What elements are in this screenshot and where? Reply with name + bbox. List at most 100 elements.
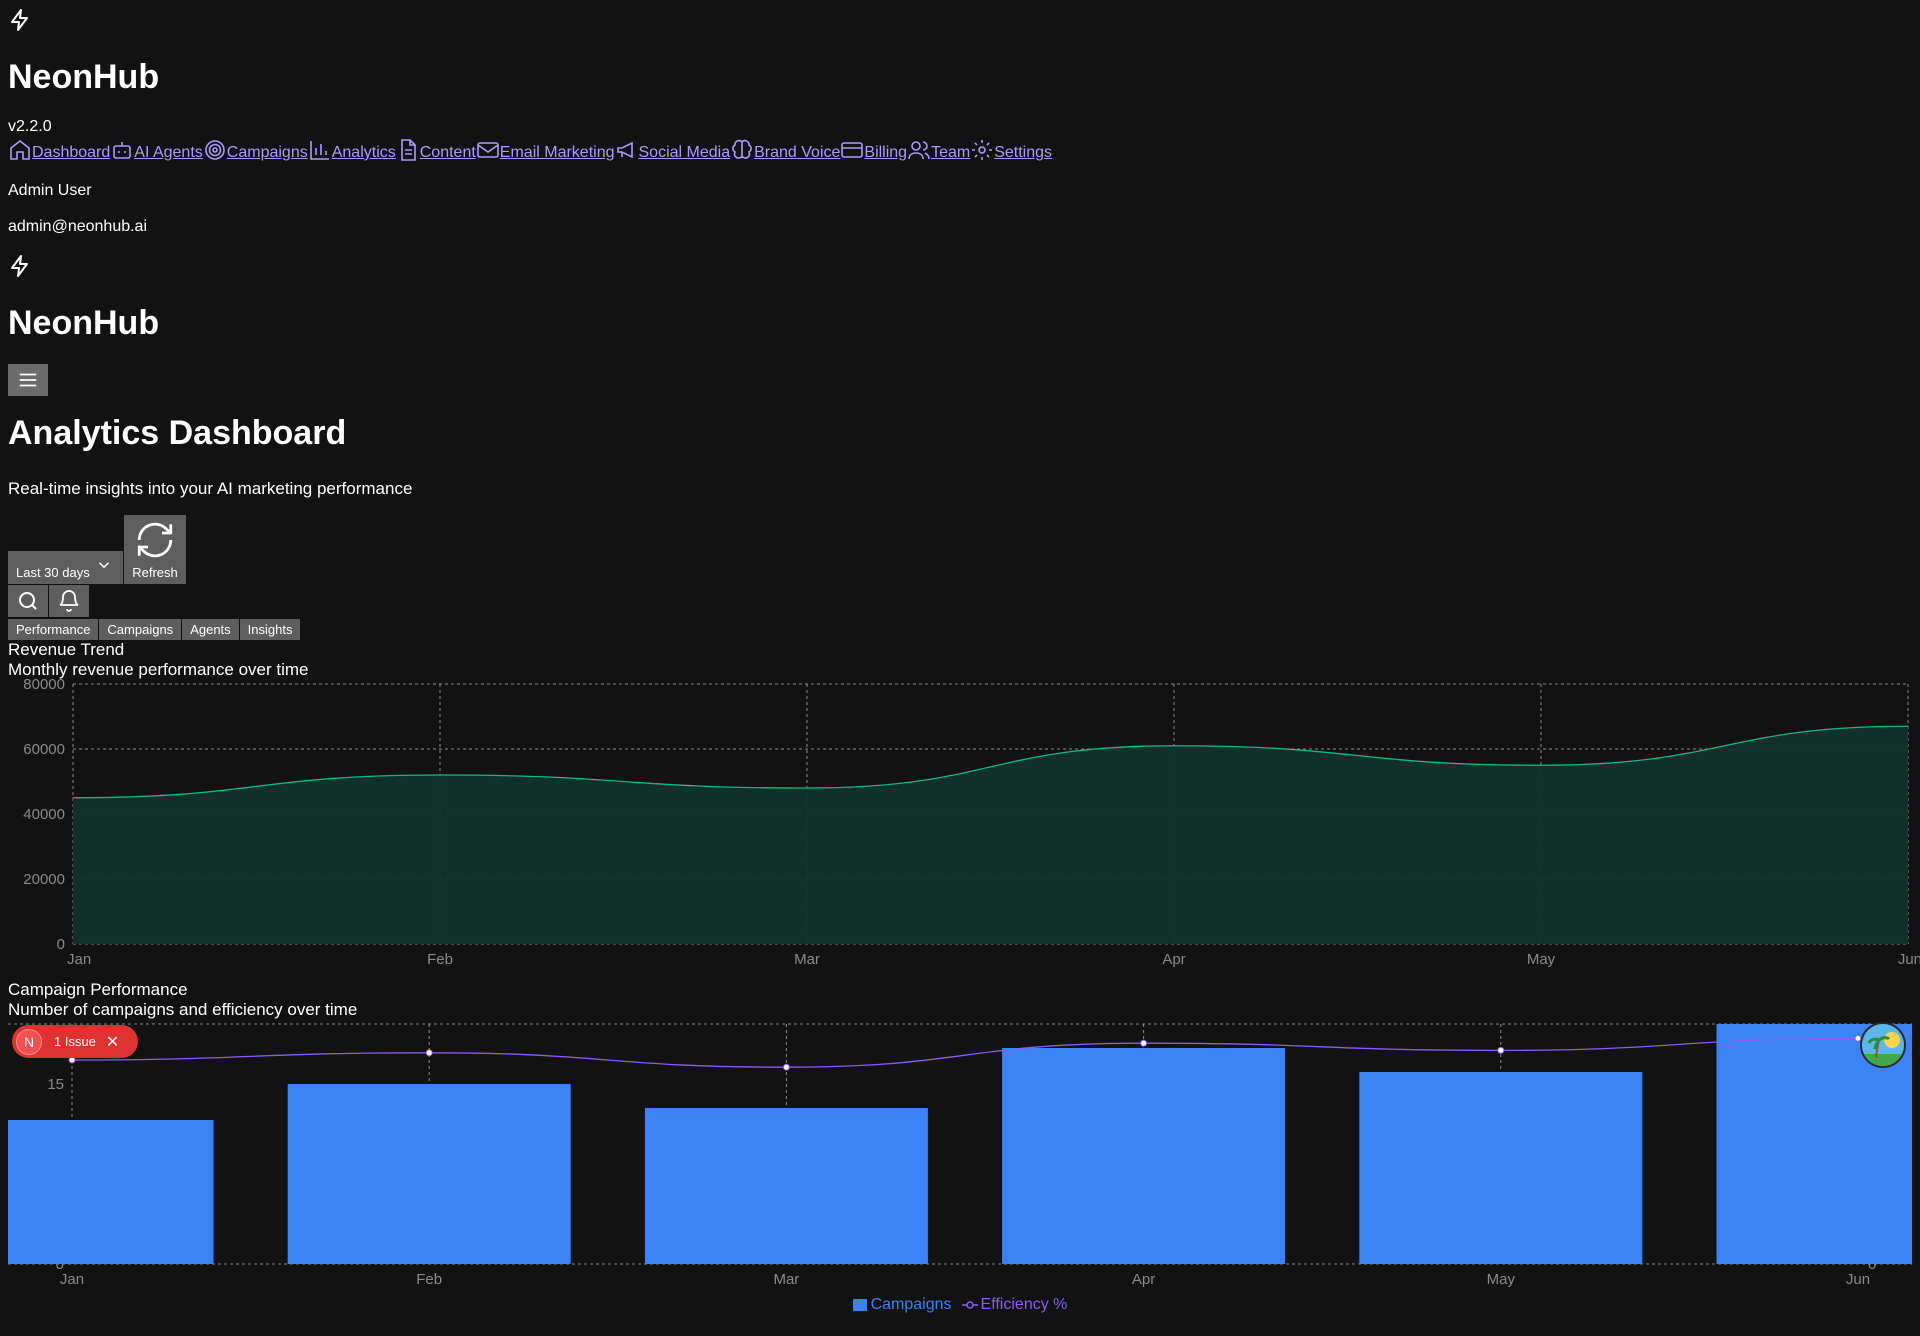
zap-logo-icon bbox=[8, 254, 32, 278]
sidebar-brand-name: NeonHub bbox=[8, 58, 160, 96]
x-tick-label: Mar bbox=[794, 951, 820, 968]
legend-label: Campaigns bbox=[870, 1296, 952, 1313]
sidebar-nav: Dashboard AI Agents Campaigns Analytics … bbox=[8, 138, 1052, 162]
tab-performance[interactable]: Performance bbox=[8, 619, 99, 640]
efficiency-point bbox=[425, 1049, 433, 1057]
refresh-label: Refresh bbox=[132, 565, 178, 580]
nav-team[interactable]: Team bbox=[907, 138, 970, 162]
bot-icon bbox=[110, 138, 134, 162]
campaign-chart-legend: Campaigns Efficiency % bbox=[8, 1296, 1912, 1314]
nav-social-media[interactable]: Social Media bbox=[615, 138, 731, 162]
nav-label: Billing bbox=[864, 144, 908, 161]
nav-brand-voice[interactable]: Brand Voice bbox=[730, 138, 840, 162]
nav-label: Social Media bbox=[638, 144, 731, 161]
x-tick-label: Apr bbox=[1132, 1271, 1155, 1288]
y-tick-label: 80000 bbox=[23, 676, 65, 693]
notifications-button[interactable] bbox=[49, 585, 89, 617]
nav-label: Email Marketing bbox=[499, 144, 615, 161]
revenue-area bbox=[73, 726, 1908, 944]
nav-label: Analytics bbox=[331, 144, 396, 161]
menu-icon bbox=[19, 373, 37, 387]
chevron-down-icon bbox=[98, 562, 110, 569]
x-tick-label: Jun bbox=[1898, 951, 1920, 968]
tab-agents[interactable]: Agents bbox=[182, 619, 239, 640]
legend-line-swatch bbox=[961, 1301, 978, 1309]
zap-logo-icon bbox=[8, 8, 32, 32]
page-title: Analytics Dashboard bbox=[8, 414, 347, 452]
y-tick-label: 0 bbox=[57, 936, 65, 953]
file-text-icon bbox=[396, 138, 420, 162]
search-button[interactable] bbox=[8, 585, 48, 617]
gear-icon bbox=[970, 138, 994, 162]
campaign-bar bbox=[1359, 1072, 1643, 1264]
x-tick-label: Apr bbox=[1162, 951, 1185, 968]
date-range-select[interactable]: Last 30 days bbox=[8, 551, 123, 584]
bell-icon bbox=[59, 590, 79, 612]
y-tick-label: 0 bbox=[56, 1256, 64, 1273]
nav-content[interactable]: Content bbox=[396, 138, 476, 162]
nav-billing[interactable]: Billing bbox=[840, 138, 907, 162]
campaign-chart-subtitle: Number of campaigns and efficiency over … bbox=[8, 1000, 358, 1019]
y2-tick-label: 0 bbox=[1868, 1256, 1876, 1273]
megaphone-icon bbox=[615, 138, 639, 162]
y-tick-label: 20000 bbox=[23, 871, 65, 888]
user-name: Admin User bbox=[8, 182, 92, 199]
header-brand-name: NeonHub bbox=[8, 304, 160, 342]
nav-label: Brand Voice bbox=[754, 144, 841, 161]
close-icon[interactable]: ✕ bbox=[105, 1033, 120, 1051]
tab-insights[interactable]: Insights bbox=[239, 619, 301, 640]
target-icon bbox=[203, 138, 227, 162]
issue-initial: N bbox=[16, 1028, 42, 1055]
revenue-chart-subtitle: Monthly revenue performance over time bbox=[8, 660, 309, 679]
x-tick-label: Jan bbox=[60, 1271, 84, 1288]
x-tick-label: May bbox=[1527, 951, 1556, 968]
toolbar-icons bbox=[8, 585, 90, 617]
refresh-icon bbox=[137, 522, 173, 558]
nav-label: Content bbox=[419, 144, 476, 161]
nav-label: AI Agents bbox=[134, 144, 203, 161]
issue-badge[interactable]: N 1 Issue ✕ bbox=[12, 1025, 138, 1058]
legend-label: Efficiency % bbox=[980, 1296, 1068, 1313]
legend-swatch bbox=[852, 1299, 867, 1311]
analytics-tabs: Performance Campaigns Agents Insights bbox=[8, 619, 301, 640]
nav-analytics[interactable]: Analytics bbox=[308, 138, 396, 162]
x-tick-label: Feb bbox=[427, 951, 453, 968]
search-icon bbox=[19, 592, 37, 610]
date-range-value: Last 30 days bbox=[16, 565, 90, 580]
user-email: admin@neonhub.ai bbox=[8, 218, 148, 235]
brain-icon bbox=[730, 138, 754, 162]
x-tick-label: May bbox=[1487, 1271, 1516, 1288]
efficiency-line bbox=[71, 1037, 1859, 1068]
x-tick-label: Jan bbox=[67, 951, 91, 968]
revenue-chart: 0 20000 40000 60000 80000 Jan Feb Mar Apr May Jun bbox=[23, 676, 1920, 968]
nav-ai-agents[interactable]: AI Agents bbox=[110, 138, 203, 162]
legend-item-campaigns: Campaigns bbox=[852, 1296, 952, 1314]
nav-label: Settings bbox=[994, 144, 1053, 161]
refresh-button[interactable]: Refresh bbox=[124, 515, 186, 584]
efficiency-point bbox=[782, 1063, 790, 1071]
revenue-chart-title: Revenue Trend bbox=[8, 640, 125, 659]
app-version: v2.2.0 bbox=[8, 118, 52, 135]
campaign-bar bbox=[287, 1084, 571, 1264]
campaign-bar bbox=[8, 1120, 214, 1264]
nav-label: Team bbox=[931, 144, 971, 161]
users-icon bbox=[907, 138, 931, 162]
nav-settings[interactable]: Settings bbox=[970, 138, 1052, 162]
bar-chart-icon bbox=[308, 138, 332, 162]
revenue-line bbox=[72, 725, 1909, 799]
campaign-bar bbox=[644, 1108, 928, 1264]
avatar[interactable] bbox=[1860, 1022, 1906, 1068]
nav-dashboard[interactable]: Dashboard bbox=[8, 138, 110, 162]
mail-icon bbox=[476, 138, 500, 162]
nav-label: Dashboard bbox=[32, 144, 111, 161]
x-tick-label: Mar bbox=[773, 1271, 799, 1288]
nav-campaigns[interactable]: Campaigns bbox=[203, 138, 308, 162]
nav-email-marketing[interactable]: Email Marketing bbox=[476, 138, 615, 162]
y-tick-label: 40000 bbox=[23, 806, 65, 823]
menu-toggle-button[interactable] bbox=[8, 364, 48, 396]
campaign-bar bbox=[1002, 1048, 1286, 1264]
x-tick-label: Jun bbox=[1846, 1271, 1870, 1288]
tab-campaigns[interactable]: Campaigns bbox=[99, 619, 182, 640]
y-tick-label: 60000 bbox=[23, 741, 65, 758]
